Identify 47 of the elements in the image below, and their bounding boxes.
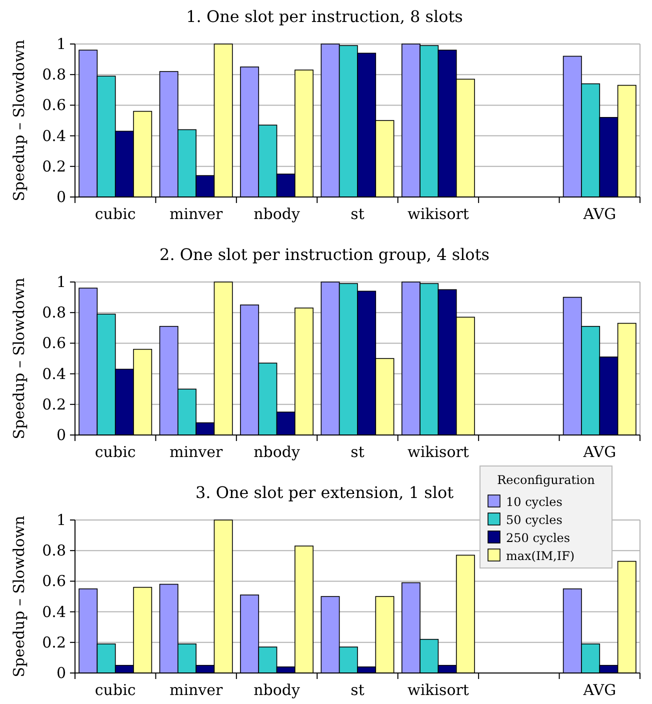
legend-label: 250 cycles	[506, 531, 570, 545]
y-tick-label: 1	[56, 35, 66, 53]
y-tick-label: 0.8	[42, 304, 66, 322]
x-tick-label: wikisort	[407, 443, 469, 461]
chart-title: 2. One slot per instruction group, 4 slots	[160, 245, 490, 264]
y-tick-label: 0.6	[42, 334, 66, 352]
y-tick-label: 0	[56, 664, 66, 682]
x-tick-label: wikisort	[407, 205, 469, 223]
y-tick-label: 0.4	[42, 126, 66, 145]
chart-title: 1. One slot per instruction, 8 slots	[186, 7, 463, 26]
x-tick-label: AVG	[582, 443, 616, 461]
x-tick-label: nbody	[254, 681, 300, 699]
y-tick-label: 0.2	[42, 633, 66, 652]
y-tick-label: 0	[56, 426, 66, 444]
y-tick-label: 0.8	[42, 542, 66, 560]
x-tick-label: cubic	[94, 443, 136, 461]
x-tick-label: cubic	[94, 681, 136, 699]
y-tick-label: 0.4	[42, 602, 66, 621]
legend-label: 50 cycles	[506, 513, 562, 527]
y-tick-label: 0.6	[42, 572, 66, 590]
x-tick-label: minver	[169, 681, 224, 699]
x-tick-label: cubic	[94, 205, 136, 223]
y-tick-label: 0	[56, 188, 66, 206]
y-tick-label: 0.4	[42, 364, 66, 383]
x-tick-label: nbody	[254, 443, 300, 461]
y-tick-label: 1	[56, 273, 66, 291]
x-tick-label: minver	[169, 443, 224, 461]
chart-title: 3. One slot per extension, 1 slot	[195, 483, 454, 502]
x-tick-label: AVG	[582, 205, 616, 223]
x-tick-label: wikisort	[407, 681, 469, 699]
x-tick-label: nbody	[254, 205, 300, 223]
y-tick-label: 0.8	[42, 66, 66, 84]
y-tick-label: 0.2	[42, 395, 66, 414]
y-axis-title: Speedup – Slowdown	[10, 39, 28, 202]
x-tick-label: st	[350, 205, 364, 223]
y-tick-label: 0.2	[42, 157, 66, 176]
x-tick-label: AVG	[582, 681, 616, 699]
y-tick-label: 0.6	[42, 96, 66, 114]
y-axis-title: Speedup – Slowdown	[10, 515, 28, 678]
x-tick-label: st	[350, 443, 364, 461]
legend-title: Reconfiguration	[497, 473, 596, 487]
x-tick-label: st	[350, 681, 364, 699]
y-axis-title: Speedup – Slowdown	[10, 277, 28, 440]
x-tick-label: minver	[169, 205, 224, 223]
legend-label: max(IM,IF)	[506, 549, 575, 563]
legend-label: 10 cycles	[506, 495, 562, 509]
y-tick-label: 1	[56, 511, 66, 529]
